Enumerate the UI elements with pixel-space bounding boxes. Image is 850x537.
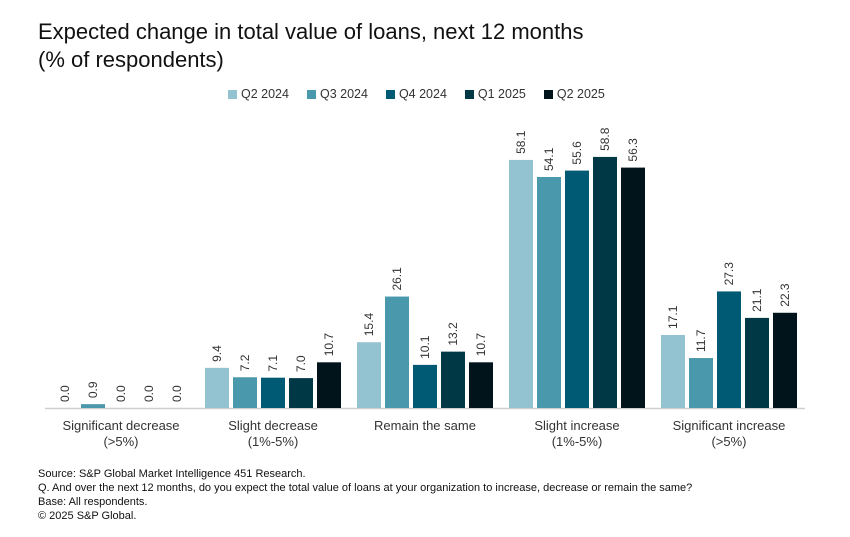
data-label: 10.1: [418, 335, 432, 359]
data-label: 7.0: [294, 355, 308, 372]
legend-swatch: [385, 89, 395, 99]
title-line: Expected change in total value of loans,…: [38, 19, 584, 44]
question-text: Q. And over the next 12 months, do you e…: [38, 482, 693, 494]
bar: [565, 170, 589, 408]
legend-label: Q1 2025: [477, 87, 526, 101]
bar: [289, 378, 313, 408]
bar: [261, 377, 285, 408]
category-label: Slight increase: [534, 418, 619, 433]
legend-label: Q2 2025: [556, 87, 605, 101]
data-label: 10.7: [474, 333, 488, 357]
data-label: 21.1: [750, 288, 764, 312]
bar: [717, 291, 741, 408]
bar: [441, 351, 465, 408]
bar: [773, 312, 797, 408]
data-label: 0.0: [142, 385, 156, 402]
data-label: 27.3: [722, 262, 736, 286]
bar: [469, 362, 493, 408]
legend-label: Q3 2024: [319, 87, 368, 101]
bar: [745, 317, 769, 408]
chart-title: Expected change in total value of loans,…: [38, 18, 583, 74]
base-text: Base: All respondents.: [38, 496, 148, 508]
data-label: 11.7: [694, 329, 708, 352]
category-label: (>5%): [711, 434, 746, 449]
bar: [357, 342, 381, 408]
legend-swatch: [306, 89, 316, 99]
legend-item: Q2 2024: [228, 87, 289, 101]
data-label: 0.0: [170, 385, 184, 402]
data-label: 10.7: [322, 333, 336, 357]
data-label: 0.9: [86, 381, 100, 398]
legend-item: Q1 2025: [464, 87, 526, 101]
bar: [509, 159, 533, 408]
legend-item: Q4 2024: [385, 87, 447, 101]
legend: Q2 2024 Q3 2024 Q4 2024 Q1 2025 Q2 2025: [228, 87, 605, 101]
bar: [317, 362, 341, 408]
subtitle-line: (% of respondents): [38, 47, 224, 72]
category-label: Remain the same: [374, 418, 476, 433]
data-label: 15.4: [362, 313, 376, 337]
bar: [233, 377, 257, 408]
data-label: 7.1: [266, 355, 280, 372]
bar: [689, 358, 713, 408]
data-label: 0.0: [114, 385, 128, 402]
data-label: 22.3: [778, 283, 792, 307]
data-label: 7.2: [238, 354, 252, 371]
legend-item: Q2 2025: [543, 87, 605, 101]
bar: [205, 367, 229, 408]
data-label: 55.6: [570, 141, 584, 165]
bar: [593, 156, 617, 408]
copyright-text: © 2025 S&P Global.: [38, 510, 137, 522]
category-label: (1%-5%): [248, 434, 299, 449]
data-label: 0.0: [58, 385, 72, 402]
legend-swatch: [228, 89, 237, 99]
data-label: 56.3: [626, 138, 640, 162]
data-label: 13.2: [446, 322, 460, 346]
bar: [537, 176, 561, 408]
category-label: Significant increase: [673, 418, 786, 433]
category-label: (>5%): [103, 434, 138, 449]
category-label: Significant decrease: [62, 418, 179, 433]
legend-label: Q4 2024: [398, 87, 447, 101]
legend-item: Q3 2024: [306, 87, 368, 101]
data-label: 9.4: [210, 345, 224, 362]
legend-swatch: [543, 89, 553, 99]
source-text: Source: S&P Global Market Intelligence 4…: [38, 468, 306, 480]
bar: [413, 364, 437, 408]
data-label: 58.8: [598, 127, 612, 151]
bar: [621, 167, 645, 408]
category-label: (1%-5%): [552, 434, 603, 449]
legend-swatch: [464, 89, 474, 99]
data-label: 17.1: [666, 305, 680, 329]
data-label: 26.1: [390, 267, 404, 291]
data-label: 58.1: [514, 130, 528, 154]
bar: [385, 296, 409, 408]
legend-label: Q2 2024: [241, 87, 289, 101]
category-label: Slight decrease: [228, 418, 318, 433]
bar: [661, 334, 685, 408]
data-label: 54.1: [542, 147, 556, 171]
bar: [81, 404, 105, 408]
source-notes: Source: S&P Global Market Intelligence 4…: [38, 467, 692, 523]
